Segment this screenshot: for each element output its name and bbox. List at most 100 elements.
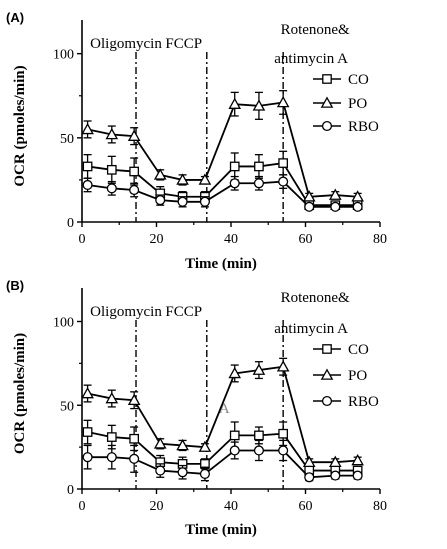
data-point-rbo — [330, 470, 341, 481]
data-point-rbo — [155, 195, 166, 206]
series-po — [81, 90, 364, 202]
data-point-rbo — [229, 445, 240, 456]
series-po — [81, 357, 364, 468]
legend-marker-co — [322, 344, 332, 354]
data-point-po — [81, 122, 94, 135]
data-point-po — [351, 190, 364, 202]
data-point-po — [228, 366, 242, 379]
data-point-co — [106, 432, 117, 442]
data-point-po — [153, 168, 167, 180]
panel-label: (A) — [6, 10, 24, 25]
x-tick-label: 80 — [373, 232, 387, 247]
y-tick-label: 50 — [60, 132, 74, 147]
annotation-rotenone: Rotenone& — [281, 22, 350, 38]
data-point-po — [153, 437, 167, 449]
annotation-antimycin: antimycin A — [274, 321, 348, 337]
panel-label: (B) — [6, 278, 24, 293]
data-point-rbo — [352, 470, 363, 481]
data-point-po — [81, 386, 94, 399]
series-line-rbo — [87, 180, 358, 208]
x-tick-label: 40 — [224, 232, 238, 247]
legend-label-co: CO — [348, 72, 369, 88]
data-point-co — [254, 161, 264, 172]
y-tick-label: 0 — [67, 216, 74, 231]
data-point-po — [276, 95, 290, 108]
data-point-co — [82, 427, 93, 437]
data-point-co — [278, 158, 289, 168]
y-tick-label: 100 — [53, 48, 74, 63]
x-tick-label: 60 — [299, 499, 313, 514]
data-point-rbo — [155, 465, 166, 476]
data-point-po — [176, 173, 189, 185]
annotation-fccp: FCCP — [165, 36, 202, 52]
data-point-rbo — [82, 452, 93, 463]
data-point-rbo — [106, 183, 117, 194]
legend-label-rbo: RBO — [348, 119, 379, 135]
chart-panel-a: (A) 0 20 40 60 80 0 50 100 Time (min) OCR (pmoles/… — [6, 10, 387, 272]
series-line-co — [87, 431, 358, 472]
data-point-rbo — [229, 178, 240, 189]
data-point-rbo — [304, 472, 315, 483]
legend-marker-po — [320, 96, 334, 108]
data-point-rbo — [199, 196, 210, 207]
x-tick-label: 80 — [373, 499, 387, 514]
data-point-co — [129, 166, 139, 177]
x-axis-title: Time (min) — [185, 522, 257, 538]
data-point-po — [302, 190, 316, 202]
data-point-po — [351, 453, 364, 466]
data-point-po — [328, 455, 342, 468]
data-point-rbo — [199, 468, 210, 479]
x-tick-label: 0 — [79, 232, 86, 247]
data-point-po — [276, 360, 290, 372]
y-tick-label: 100 — [53, 316, 74, 331]
data-point-rbo — [304, 201, 315, 212]
data-point-co — [129, 433, 139, 444]
y-axis-title: OCR (pmoles/min) — [12, 65, 28, 186]
legend-marker-rbo — [321, 395, 333, 407]
legend-marker-rbo — [321, 120, 333, 132]
x-tick-label: 20 — [150, 499, 164, 514]
data-point-co — [254, 430, 264, 441]
series-line-co — [87, 162, 358, 207]
legend-marker-co — [322, 74, 332, 84]
annotation-oligomycin: Oligomycin — [90, 36, 162, 52]
data-point-po — [105, 392, 119, 404]
series-line-po — [87, 101, 358, 198]
annotation-rotenone: Rotenone& — [281, 290, 350, 306]
data-point-po — [127, 129, 141, 141]
data-point-po — [198, 440, 212, 452]
x-tick-label: 40 — [224, 499, 238, 514]
annotation-stray-letter: A — [219, 401, 230, 417]
data-point-rbo — [129, 453, 140, 464]
data-point-co — [229, 430, 240, 441]
data-point-po — [105, 127, 119, 140]
data-point-rbo — [106, 452, 117, 463]
data-point-rbo — [177, 467, 188, 478]
data-point-co — [82, 161, 93, 172]
data-point-rbo — [278, 176, 289, 187]
data-point-co — [106, 164, 117, 175]
annotation-antimycin: antimycin A — [274, 51, 348, 67]
y-axis-title: OCR (pmoles/min) — [12, 333, 28, 454]
data-point-po — [228, 97, 242, 109]
series-rbo — [82, 439, 363, 483]
data-point-po — [252, 363, 266, 375]
data-point-po — [176, 438, 189, 451]
y-tick-label: 0 — [67, 483, 74, 498]
x-tick-label: 0 — [79, 499, 86, 514]
data-point-po — [198, 173, 212, 185]
x-tick-label: 60 — [299, 232, 313, 247]
data-point-co — [278, 428, 289, 439]
y-tick-label: 50 — [60, 399, 74, 414]
data-point-po — [252, 99, 266, 111]
annotation-oligomycin: Oligomycin — [90, 304, 162, 320]
legend-label-po: PO — [348, 96, 367, 112]
data-point-po — [127, 393, 141, 406]
legend-label-co: CO — [348, 342, 369, 358]
data-point-rbo — [278, 445, 289, 456]
legend-label-rbo: RBO — [348, 394, 379, 410]
legend-label-po: PO — [348, 368, 367, 384]
series-co — [82, 150, 363, 211]
